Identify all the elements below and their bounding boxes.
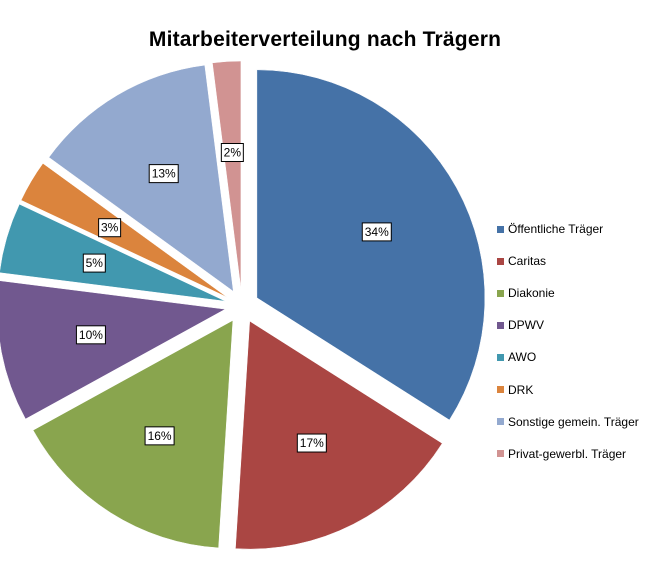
svg-text:5%: 5% <box>86 256 104 270</box>
legend-label: Caritas <box>508 254 547 269</box>
legend-label: Öffentliche Träger <box>508 222 604 237</box>
legend-swatch <box>497 418 504 426</box>
legend-label: Sonstige gemein. Träger <box>508 414 639 429</box>
legend-item-diakonie: Diakonie <box>497 277 639 309</box>
legend-label: Diakonie <box>508 286 555 301</box>
legend-item-awo: AWO <box>497 341 639 373</box>
legend-item-privat-gewerbl-trager: Privat-gewerbl. Träger <box>497 438 639 470</box>
pie-slice-offentliche-trager <box>256 69 486 421</box>
pie-slice-privat-gewerbl-trager <box>212 60 242 290</box>
legend-item-dpwv: DPWV <box>497 309 639 341</box>
legend-label: DPWV <box>508 318 544 333</box>
pie-slice-awo <box>0 203 226 302</box>
legend-swatch <box>497 321 504 329</box>
legend-item-drk: DRK <box>497 373 639 405</box>
legend-swatch <box>497 386 504 394</box>
svg-text:34%: 34% <box>365 225 389 239</box>
svg-text:17%: 17% <box>300 436 324 450</box>
data-label-awo: 5% <box>82 253 106 273</box>
legend-swatch <box>497 257 504 265</box>
svg-text:16%: 16% <box>148 429 172 443</box>
svg-text:10%: 10% <box>79 328 103 342</box>
svg-text:2%: 2% <box>224 146 242 160</box>
pie-slice-sonstige-gemein-trager <box>48 64 234 292</box>
chart-title: Mitarbeiterverteilung nach Trägern <box>148 28 502 51</box>
legend-swatch <box>497 353 504 361</box>
legend-item-offentliche-trager: Öffentliche Träger <box>497 213 639 245</box>
legend-swatch <box>497 289 504 297</box>
data-label-sonstige-gemein-trager: 13% <box>148 164 179 184</box>
legend-label: DRK <box>508 382 534 397</box>
svg-text:3%: 3% <box>101 221 119 235</box>
legend-item-caritas: Caritas <box>497 245 639 277</box>
pie-slice-diakonie <box>32 319 234 549</box>
data-label-drk: 3% <box>98 218 122 238</box>
legend-label: Privat-gewerbl. Träger <box>508 446 627 461</box>
pie-slice-drk <box>20 162 228 298</box>
pie-slice-dpwv <box>0 280 227 420</box>
legend: Öffentliche Träger Caritas Diakonie DPWV AWO… <box>497 213 639 470</box>
data-label-dpwv: 10% <box>75 325 106 345</box>
data-label-privat-gewerbl-trager: 2% <box>220 143 244 163</box>
legend-item-sonstige-gemein-trager: Sonstige gemein. Träger <box>497 406 639 438</box>
data-label-caritas: 17% <box>296 433 327 453</box>
data-label-diakonie: 16% <box>144 426 175 446</box>
legend-label: AWO <box>508 350 537 365</box>
legend-swatch <box>497 450 504 458</box>
data-label-offentliche-trager: 34% <box>361 222 392 242</box>
legend-swatch <box>497 225 504 233</box>
svg-text:13%: 13% <box>152 167 176 181</box>
pie-slice-caritas <box>235 320 443 550</box>
